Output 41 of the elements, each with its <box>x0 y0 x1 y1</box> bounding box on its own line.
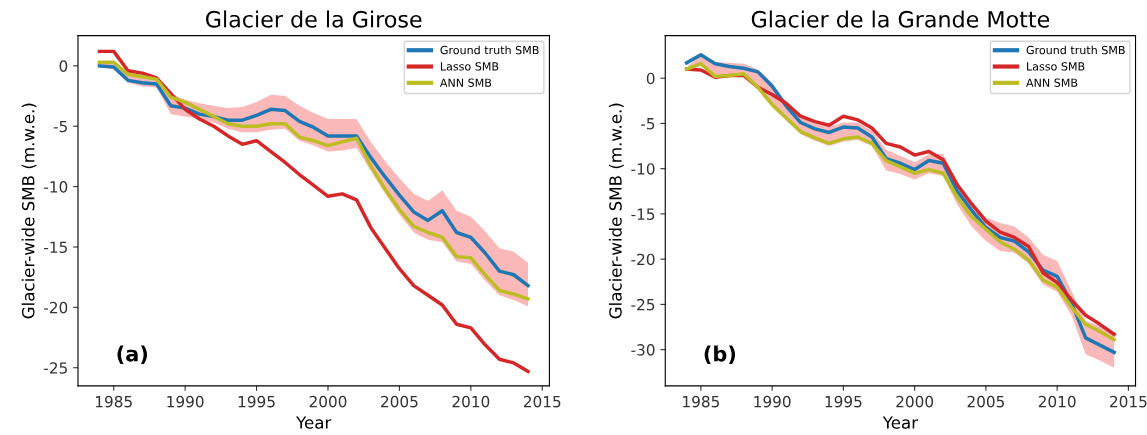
x-tick-label: 2015 <box>1110 395 1147 408</box>
x-tick-label: 2015 <box>523 395 561 408</box>
y-tick-label: -15 <box>44 241 67 253</box>
x-tick-label: 1985 <box>95 395 132 408</box>
x-tick-label: 2000 <box>309 395 347 408</box>
legend-label: Lasso SMB <box>440 62 499 71</box>
y-axis-title: Glacier-wide SMB (m.w.e.) <box>608 103 624 319</box>
y-tick-label: -5 <box>53 120 67 133</box>
x-tick-label: 2005 <box>967 395 1004 408</box>
legend-label: Lasso SMB <box>1027 62 1085 71</box>
y-tick-label: 0 <box>59 60 68 72</box>
y-tick-label: -10 <box>44 181 68 193</box>
legend-label: Ground truth SMB <box>440 45 539 55</box>
y-tick-label: -15 <box>631 208 655 220</box>
y-tick-label: 0 <box>646 72 655 85</box>
y-axis-title: Glacier-wide SMB (m.w.e.) <box>21 103 37 319</box>
y-tick-label: -25 <box>44 362 67 374</box>
y-tick-label: -30 <box>631 344 655 356</box>
annotation: (b) <box>704 345 736 365</box>
x-axis-title: Year <box>882 416 919 429</box>
x-tick-label: 1990 <box>167 395 204 408</box>
y-tick-label: -25 <box>631 298 655 311</box>
legend-label: ANN SMB <box>439 78 492 87</box>
x-tick-label: 1995 <box>825 395 862 408</box>
x-tick-label: 1985 <box>683 395 719 408</box>
x-tick-label: 2005 <box>381 395 418 408</box>
chart-title: Glacier de la Grande Motte <box>751 10 1050 28</box>
x-tick-label: 2010 <box>452 395 490 408</box>
annotation: (a) <box>117 345 148 365</box>
legend-label: ANN SMB <box>1026 78 1078 87</box>
y-tick-label: -20 <box>44 301 68 314</box>
x-tick-label: 2000 <box>896 395 934 408</box>
chart-title: Glacier de la Girose <box>206 10 422 28</box>
y-tick-label: -20 <box>631 253 655 266</box>
legend-label: Ground truth SMB <box>1026 45 1125 55</box>
x-tick-label: 2010 <box>1038 395 1076 408</box>
x-tick-label: 1990 <box>754 395 791 408</box>
y-tick-label: -5 <box>641 118 655 130</box>
x-tick-label: 1995 <box>238 395 275 408</box>
x-axis-title: Year <box>296 416 332 429</box>
y-tick-label: -10 <box>631 163 655 175</box>
